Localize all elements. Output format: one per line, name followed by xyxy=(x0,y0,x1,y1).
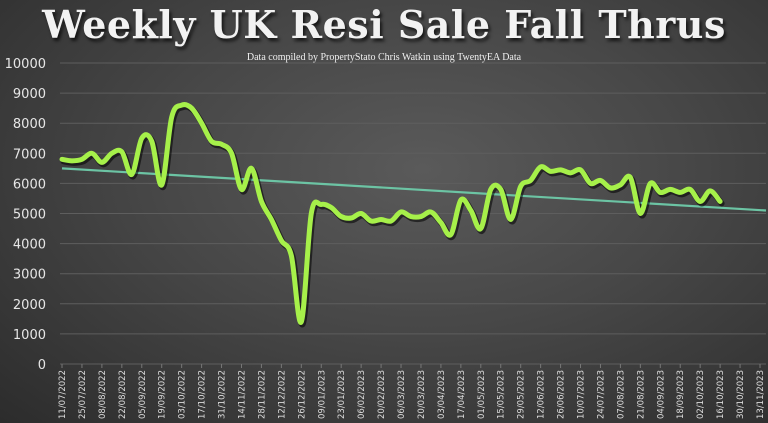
fall-thrus-line xyxy=(59,102,723,325)
x-tick-label: 21/08/2023 xyxy=(636,370,646,419)
x-tick-label: 03/10/2022 xyxy=(178,370,188,419)
x-axis: 11/07/2022 25/07/2022 08/08/2022 22/08/2022… xyxy=(58,364,766,419)
x-tick-label: 13/11/2023 xyxy=(756,370,766,419)
y-tick-label: 5000 xyxy=(13,208,46,223)
x-tick-label: 10/07/2023 xyxy=(577,370,587,419)
x-tick-label: 04/09/2023 xyxy=(656,370,666,419)
x-tick-label: 18/09/2023 xyxy=(676,370,686,419)
x-tick-label: 30/10/2023 xyxy=(736,370,746,419)
x-tick-label: 20/03/2023 xyxy=(417,370,427,419)
x-tick-label: 14/11/2022 xyxy=(237,370,247,419)
x-tick-label: 29/05/2023 xyxy=(517,370,527,419)
x-tick-label: 03/04/2023 xyxy=(437,370,447,419)
x-tick-label: 28/11/2022 xyxy=(257,370,267,419)
series-shadow xyxy=(60,103,725,328)
x-tick-label: 12/06/2023 xyxy=(537,370,547,419)
y-tick-label: 1000 xyxy=(13,328,46,343)
gridlines xyxy=(60,62,766,365)
x-tick-label: 06/03/2023 xyxy=(397,370,407,419)
x-tick-label: 19/09/2022 xyxy=(158,370,168,419)
x-tick-label: 02/10/2023 xyxy=(696,370,706,419)
x-tick-label: 31/10/2022 xyxy=(218,370,228,419)
y-tick-label: 10000 xyxy=(5,57,46,72)
y-tick-label: 7000 xyxy=(13,147,46,162)
y-tick-label: 9000 xyxy=(13,87,46,102)
x-tick-label: 25/07/2022 xyxy=(78,370,88,419)
y-tick-label: 8000 xyxy=(13,117,46,132)
chart-title: Weekly UK Resi Sale Fall Thrus xyxy=(42,2,726,47)
y-tick-label: 6000 xyxy=(13,177,46,192)
x-tick-label: 05/09/2022 xyxy=(138,370,148,419)
x-tick-label: 26/06/2023 xyxy=(557,370,567,419)
x-tick-label: 08/08/2022 xyxy=(98,370,108,419)
x-tick-label: 15/05/2023 xyxy=(497,370,507,419)
x-tick-label: 16/10/2023 xyxy=(716,370,726,419)
x-tick-label: 01/05/2023 xyxy=(477,370,487,419)
y-axis: 0 1000 2000 3000 4000 5000 6000 7000 8000 9000 100… xyxy=(5,57,46,373)
x-tick-label: 22/08/2022 xyxy=(118,370,128,419)
x-tick-label: 23/01/2023 xyxy=(337,370,347,419)
x-tick-label: 11/07/2022 xyxy=(58,370,68,419)
x-tick-label: 20/02/2023 xyxy=(377,370,387,419)
x-tick-label: 26/12/2022 xyxy=(297,370,307,419)
y-tick-label: 4000 xyxy=(13,238,46,253)
series-layer xyxy=(59,102,767,328)
x-tick-label: 17/04/2023 xyxy=(457,370,467,419)
y-tick-label: 2000 xyxy=(13,298,46,313)
x-tick-label: 12/12/2022 xyxy=(277,370,287,419)
x-tick-label: 06/02/2023 xyxy=(357,370,367,419)
x-tick-label: 24/07/2023 xyxy=(596,370,606,419)
y-tick-label: 0 xyxy=(38,358,46,373)
chart-subtitle: Data compiled by PropertyStato Chris Wat… xyxy=(246,52,522,63)
x-tick-label: 09/01/2023 xyxy=(317,370,327,419)
x-tick-label: 17/10/2022 xyxy=(198,370,208,419)
y-tick-label: 3000 xyxy=(13,268,46,283)
x-tick-label: 07/08/2023 xyxy=(616,370,626,419)
